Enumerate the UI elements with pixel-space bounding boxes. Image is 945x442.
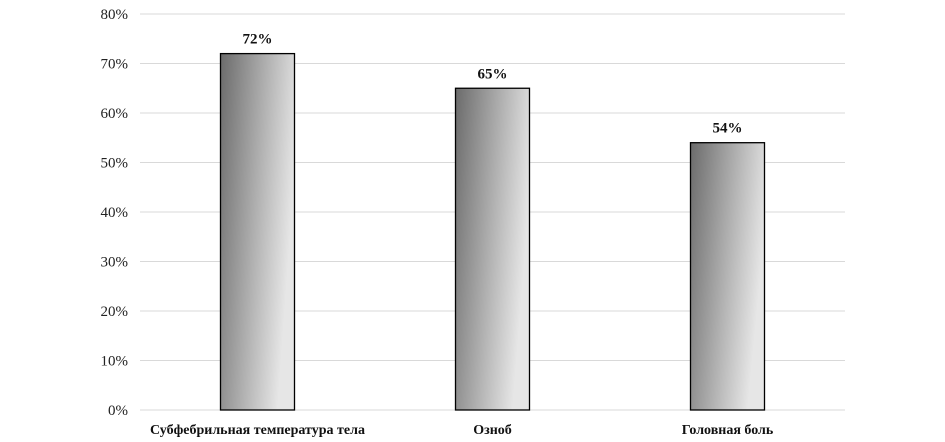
x-tick-label: Субфебрильная температура тела (150, 423, 365, 438)
bar (689, 142, 766, 411)
bars (219, 52, 766, 411)
y-axis: 0% 10% 20% 30% 40% 50% 60% 70% 80% (101, 7, 129, 419)
y-tick-label: 30% (101, 255, 129, 271)
x-axis: Субфебрильная температура тела Озноб Голов… (150, 423, 774, 438)
y-tick-label: 60% (101, 106, 129, 122)
y-tick-label: 80% (101, 7, 129, 23)
x-tick-label: Головная боль (682, 423, 774, 438)
y-tick-label: 70% (101, 57, 129, 73)
data-label: 65% (478, 66, 508, 82)
y-tick-label: 40% (101, 205, 129, 221)
x-tick-label: Озноб (473, 423, 512, 438)
y-tick-label: 20% (101, 304, 129, 320)
data-label: 72% (243, 32, 273, 48)
bar (454, 87, 531, 411)
y-tick-label: 0% (108, 403, 128, 419)
y-tick-label: 50% (101, 156, 129, 172)
data-labels: 72% 65% 54% (243, 32, 743, 137)
data-label: 54% (713, 121, 743, 137)
y-tick-label: 10% (101, 354, 129, 370)
bar (219, 52, 296, 411)
